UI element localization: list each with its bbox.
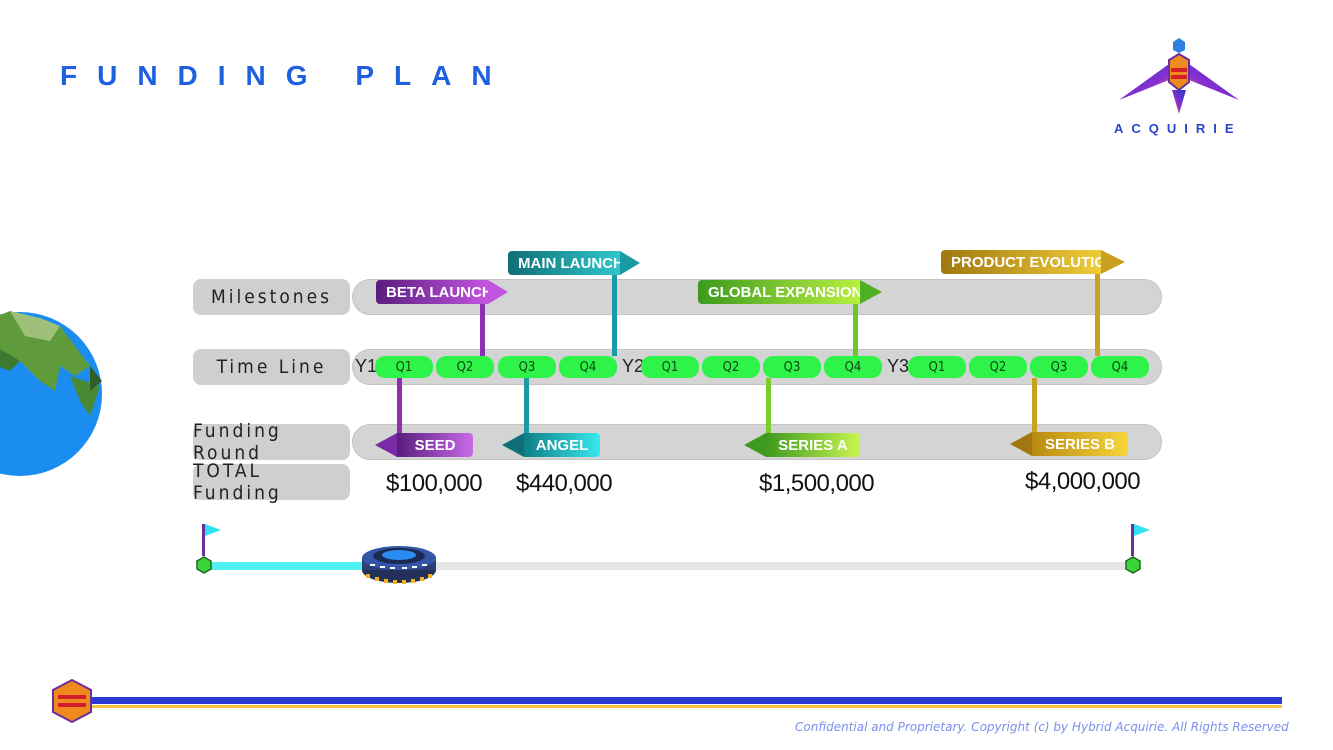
quarter-y1-q4: Q4 (559, 356, 617, 378)
milestone-label: GLOBAL EXPANSION (708, 283, 863, 301)
round-arrow-seed (375, 433, 397, 457)
footer-blue-bar (92, 697, 1282, 704)
progress-puck[interactable] (360, 544, 438, 586)
round-flag-series-a: SERIES A (766, 433, 860, 457)
row-label-funding-round: Funding Round (193, 420, 350, 464)
round-label: SEED (414, 436, 456, 454)
globe-image (0, 306, 105, 481)
round-flag-series-b: SERIES B (1032, 432, 1128, 456)
brand-logo (1114, 34, 1244, 119)
amount-series-b: $4,000,000 (1025, 468, 1141, 495)
row-label-timeline: Time Line (193, 349, 350, 385)
swallow-logo-icon (1119, 38, 1239, 114)
milestone-arrow-global (860, 280, 882, 304)
round-label: SERIES B (1044, 435, 1116, 453)
round-pole-angel (524, 378, 529, 434)
round-pole-seed (397, 378, 402, 434)
year-label-3: Y3 (887, 356, 910, 376)
round-flag-angel: ANGEL (524, 433, 600, 457)
quarter-y3-q2: Q2 (969, 356, 1027, 378)
end-flag-pole (1131, 524, 1134, 556)
row-label-milestones: Milestones (193, 279, 350, 315)
milestone-flag-beta: BETA LAUNCH (376, 280, 493, 304)
milestone-flag-global: GLOBAL EXPANSION (698, 280, 863, 304)
round-label: SERIES A (778, 436, 848, 454)
milestone-flag-evolution: PRODUCT EVOLUTION (941, 250, 1117, 274)
quarter-y3-q3: Q3 (1030, 356, 1088, 378)
brand-name: ACQUIRIE (1114, 121, 1242, 136)
round-arrow-angel (502, 433, 524, 457)
quarter-y2-q4: Q4 (824, 356, 882, 378)
milestone-arrow-evolution (1101, 250, 1125, 274)
round-flag-seed: SEED (397, 433, 473, 457)
amount-series-a: $1,500,000 (759, 470, 875, 497)
round-arrow-series-a (744, 433, 766, 457)
quarter-y2-q1: Q1 (641, 356, 699, 378)
quarter-y1-q1: Q1 (375, 356, 433, 378)
milestone-pole-evolution (1095, 272, 1100, 356)
year-label-1: Y1 (355, 356, 378, 376)
year-label-2: Y2 (622, 356, 645, 376)
milestone-label: MAIN LAUNCH (518, 254, 624, 272)
milestone-arrow-beta (488, 280, 508, 304)
start-flag-icon (205, 524, 221, 536)
round-arrow-series-b (1010, 432, 1032, 456)
round-pole-series-b (1032, 378, 1037, 434)
milestone-flag-main: MAIN LAUNCH (508, 251, 624, 275)
round-label: ANGEL (535, 436, 589, 454)
quarter-y3-q1: Q1 (908, 356, 966, 378)
end-marker-icon (1124, 556, 1142, 574)
globe-icon (0, 311, 102, 476)
footer-hex-icon (50, 678, 94, 724)
footer-gold-bar (92, 705, 1282, 708)
amount-angel: $440,000 (516, 470, 613, 497)
milestone-pole-beta (480, 300, 485, 356)
quarter-y1-q3: Q3 (498, 356, 556, 378)
round-pole-series-a (766, 378, 771, 434)
footer-copyright: Confidential and Proprietary. Copyright … (795, 720, 1289, 734)
puck-icon (362, 546, 436, 584)
end-flag-icon (1134, 524, 1150, 536)
start-flag-pole (202, 524, 205, 556)
page-title: FUNDING PLAN (60, 60, 512, 91)
amount-seed: $100,000 (386, 470, 483, 497)
quarter-y3-q4: Q4 (1091, 356, 1149, 378)
milestone-pole-global (853, 300, 858, 356)
start-marker-icon (195, 556, 213, 574)
milestone-arrow-main (620, 251, 640, 275)
progress-track (204, 562, 1134, 570)
quarter-y2-q2: Q2 (702, 356, 760, 378)
progress-fill (204, 562, 399, 570)
milestone-label: BETA LAUNCH (386, 283, 493, 301)
quarter-y1-q2: Q2 (436, 356, 494, 378)
quarter-y2-q3: Q3 (763, 356, 821, 378)
milestone-label: PRODUCT EVOLUTION (951, 253, 1117, 271)
milestone-pole-main (612, 272, 617, 356)
row-label-total-funding: TOTAL Funding (193, 460, 350, 504)
